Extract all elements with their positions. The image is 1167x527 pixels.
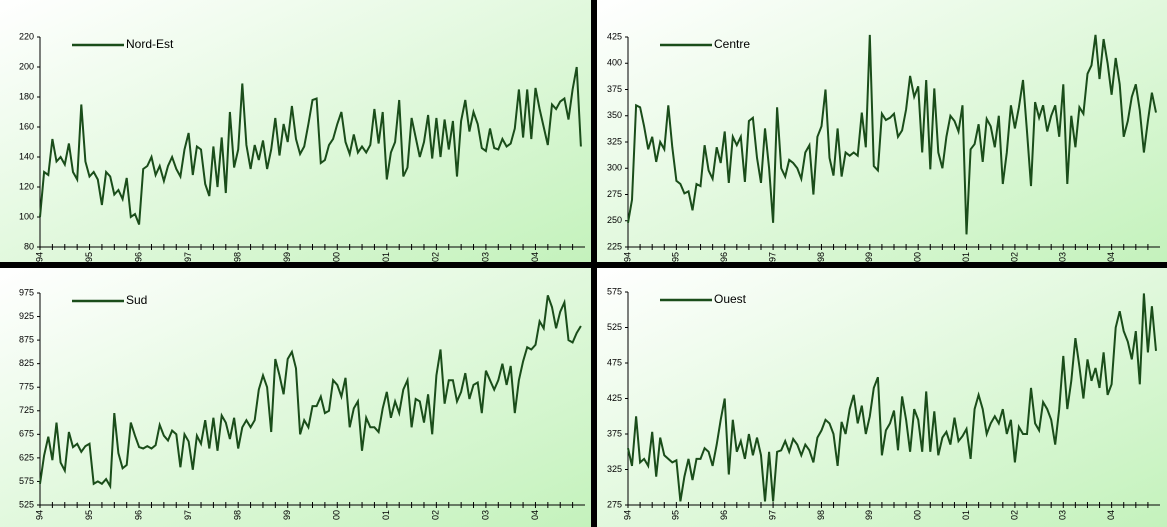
y-tick-label: 275 (607, 499, 622, 509)
x-tick-label: 98 (233, 510, 243, 520)
y-tick-label: 180 (19, 91, 34, 101)
y-tick-label: 925 (19, 311, 34, 321)
y-tick-label: 300 (607, 163, 622, 173)
y-tick-label: 400 (607, 58, 622, 68)
x-tick-label: 02 (431, 510, 441, 520)
x-tick-label: 02 (1009, 510, 1019, 520)
x-tick-label: 95 (671, 510, 681, 520)
x-tick-label: 96 (133, 252, 143, 262)
y-tick-label: 325 (607, 136, 622, 146)
x-tick-label: 01 (381, 510, 391, 520)
y-tick-label: 100 (19, 211, 34, 221)
x-tick-label: 01 (381, 252, 391, 262)
x-tick-label: 04 (1106, 252, 1116, 262)
x-tick-label: 00 (332, 252, 342, 262)
y-tick-label: 140 (19, 151, 34, 161)
x-tick-label: 00 (332, 510, 342, 520)
x-tick-label: 94 (622, 510, 632, 520)
legend-label: Nord-Est (126, 37, 174, 51)
y-tick-label: 425 (607, 393, 622, 403)
legend-label: Ouest (714, 292, 747, 306)
series-line (39, 66, 582, 225)
y-tick-label: 625 (19, 452, 34, 462)
y-tick-label: 425 (607, 31, 622, 41)
y-tick-label: 375 (607, 428, 622, 438)
x-tick-label: 01 (961, 252, 971, 262)
x-tick-label: 03 (1058, 252, 1068, 262)
y-tick-label: 275 (607, 189, 622, 199)
x-tick-label: 00 (913, 510, 923, 520)
legend-label: Centre (714, 37, 750, 51)
y-tick-label: 575 (607, 286, 622, 296)
x-tick-label: 96 (719, 252, 729, 262)
x-tick-label: 97 (183, 510, 193, 520)
x-tick-label: 03 (480, 252, 490, 262)
y-tick-label: 525 (19, 499, 34, 509)
y-tick-label: 80 (24, 241, 34, 251)
x-tick-label: 96 (133, 510, 143, 520)
series-line (627, 293, 1157, 502)
x-tick-label: 98 (816, 252, 826, 262)
x-tick-label: 02 (1009, 252, 1019, 262)
x-tick-label: 99 (864, 252, 874, 262)
y-tick-label: 575 (19, 476, 34, 486)
y-tick-label: 350 (607, 110, 622, 120)
y-tick-label: 675 (19, 429, 34, 439)
x-tick-label: 99 (864, 510, 874, 520)
x-tick-label: 99 (282, 510, 292, 520)
x-tick-label: 94 (34, 510, 44, 520)
x-tick-label: 95 (84, 252, 94, 262)
panel-bg (597, 268, 1167, 527)
y-tick-label: 775 (19, 382, 34, 392)
x-tick-label: 03 (480, 510, 490, 520)
series-line (39, 295, 582, 490)
x-tick-label: 99 (282, 252, 292, 262)
x-tick-label: 04 (1106, 510, 1116, 520)
y-tick-label: 250 (607, 215, 622, 225)
x-tick-label: 00 (913, 252, 923, 262)
y-tick-label: 325 (607, 464, 622, 474)
y-tick-label: 160 (19, 121, 34, 131)
x-tick-label: 04 (530, 252, 540, 262)
x-tick-label: 03 (1058, 510, 1068, 520)
x-tick-label: 94 (34, 252, 44, 262)
y-tick-label: 825 (19, 358, 34, 368)
separator (0, 262, 1167, 268)
y-tick-label: 975 (19, 287, 34, 297)
x-tick-label: 01 (961, 510, 971, 520)
x-tick-label: 04 (530, 510, 540, 520)
x-tick-label: 98 (233, 252, 243, 262)
series-line (627, 34, 1157, 235)
x-tick-label: 96 (719, 510, 729, 520)
x-tick-label: 97 (183, 252, 193, 262)
x-tick-label: 97 (767, 510, 777, 520)
panel-bg (0, 268, 591, 527)
y-tick-label: 225 (607, 241, 622, 251)
x-tick-label: 94 (622, 252, 632, 262)
panel-bg (597, 0, 1167, 262)
legend-label: Sud (126, 293, 147, 307)
y-tick-label: 120 (19, 181, 34, 191)
x-tick-label: 02 (431, 252, 441, 262)
y-tick-label: 525 (607, 322, 622, 332)
x-tick-label: 97 (767, 252, 777, 262)
y-tick-label: 200 (19, 61, 34, 71)
y-tick-label: 475 (607, 357, 622, 367)
y-tick-label: 220 (19, 31, 34, 41)
x-tick-label: 95 (671, 252, 681, 262)
y-tick-label: 725 (19, 405, 34, 415)
y-tick-label: 375 (607, 84, 622, 94)
x-tick-label: 98 (816, 510, 826, 520)
x-tick-label: 95 (84, 510, 94, 520)
y-tick-label: 875 (19, 334, 34, 344)
